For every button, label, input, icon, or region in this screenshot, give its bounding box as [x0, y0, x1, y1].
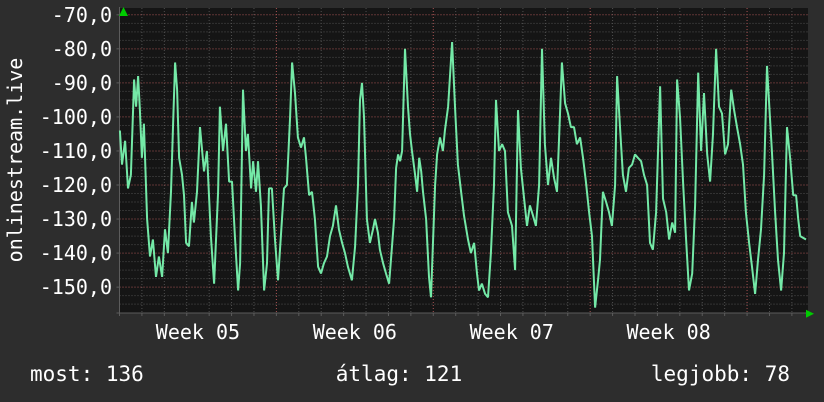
y-tick-label: -80,0 [52, 37, 112, 61]
x-tick-label: Week 07 [470, 320, 554, 344]
x-tick-label: Week 05 [156, 320, 240, 344]
plot-background [119, 8, 808, 313]
x-axis-labels: Week 05 Week 06 Week 07 Week 08 [156, 320, 711, 344]
y-tick-label: -150,0 [40, 275, 112, 299]
stat-atlag-label: átlag: [335, 362, 412, 386]
stat-atlag: átlag: 121 [336, 362, 462, 386]
y-tick-label: -140,0 [40, 241, 112, 265]
y-tick-label: -120,0 [40, 173, 112, 197]
y-tick-label: -90,0 [52, 71, 112, 95]
right-arrow-icon [806, 309, 814, 318]
y-tick-label: -110,0 [40, 139, 112, 163]
stat-most-label: most: [30, 362, 94, 386]
stat-atlag-value: 121 [424, 362, 463, 386]
x-tick-label: Week 08 [626, 320, 710, 344]
stat-legjobb: legjobb: 78 [651, 362, 790, 386]
stat-most: most: 136 [30, 362, 144, 386]
y-tick-label: -100,0 [40, 105, 112, 129]
stat-legjobb-value: 78 [764, 362, 790, 386]
axis-ticks [116, 14, 793, 316]
y-tick-label: -130,0 [40, 207, 112, 231]
y-axis-labels: -70,0 -80,0 -90,0 -100,0 -110,0 -120,0 -130,0 -… [40, 3, 112, 299]
stat-most-value: 136 [105, 362, 144, 386]
x-tick-label: Week 06 [313, 320, 397, 344]
stat-legjobb-label: legjobb: [650, 362, 753, 386]
y-tick-label: -70,0 [52, 3, 112, 27]
up-arrow-icon [119, 7, 128, 16]
series-line [118, 41, 807, 308]
